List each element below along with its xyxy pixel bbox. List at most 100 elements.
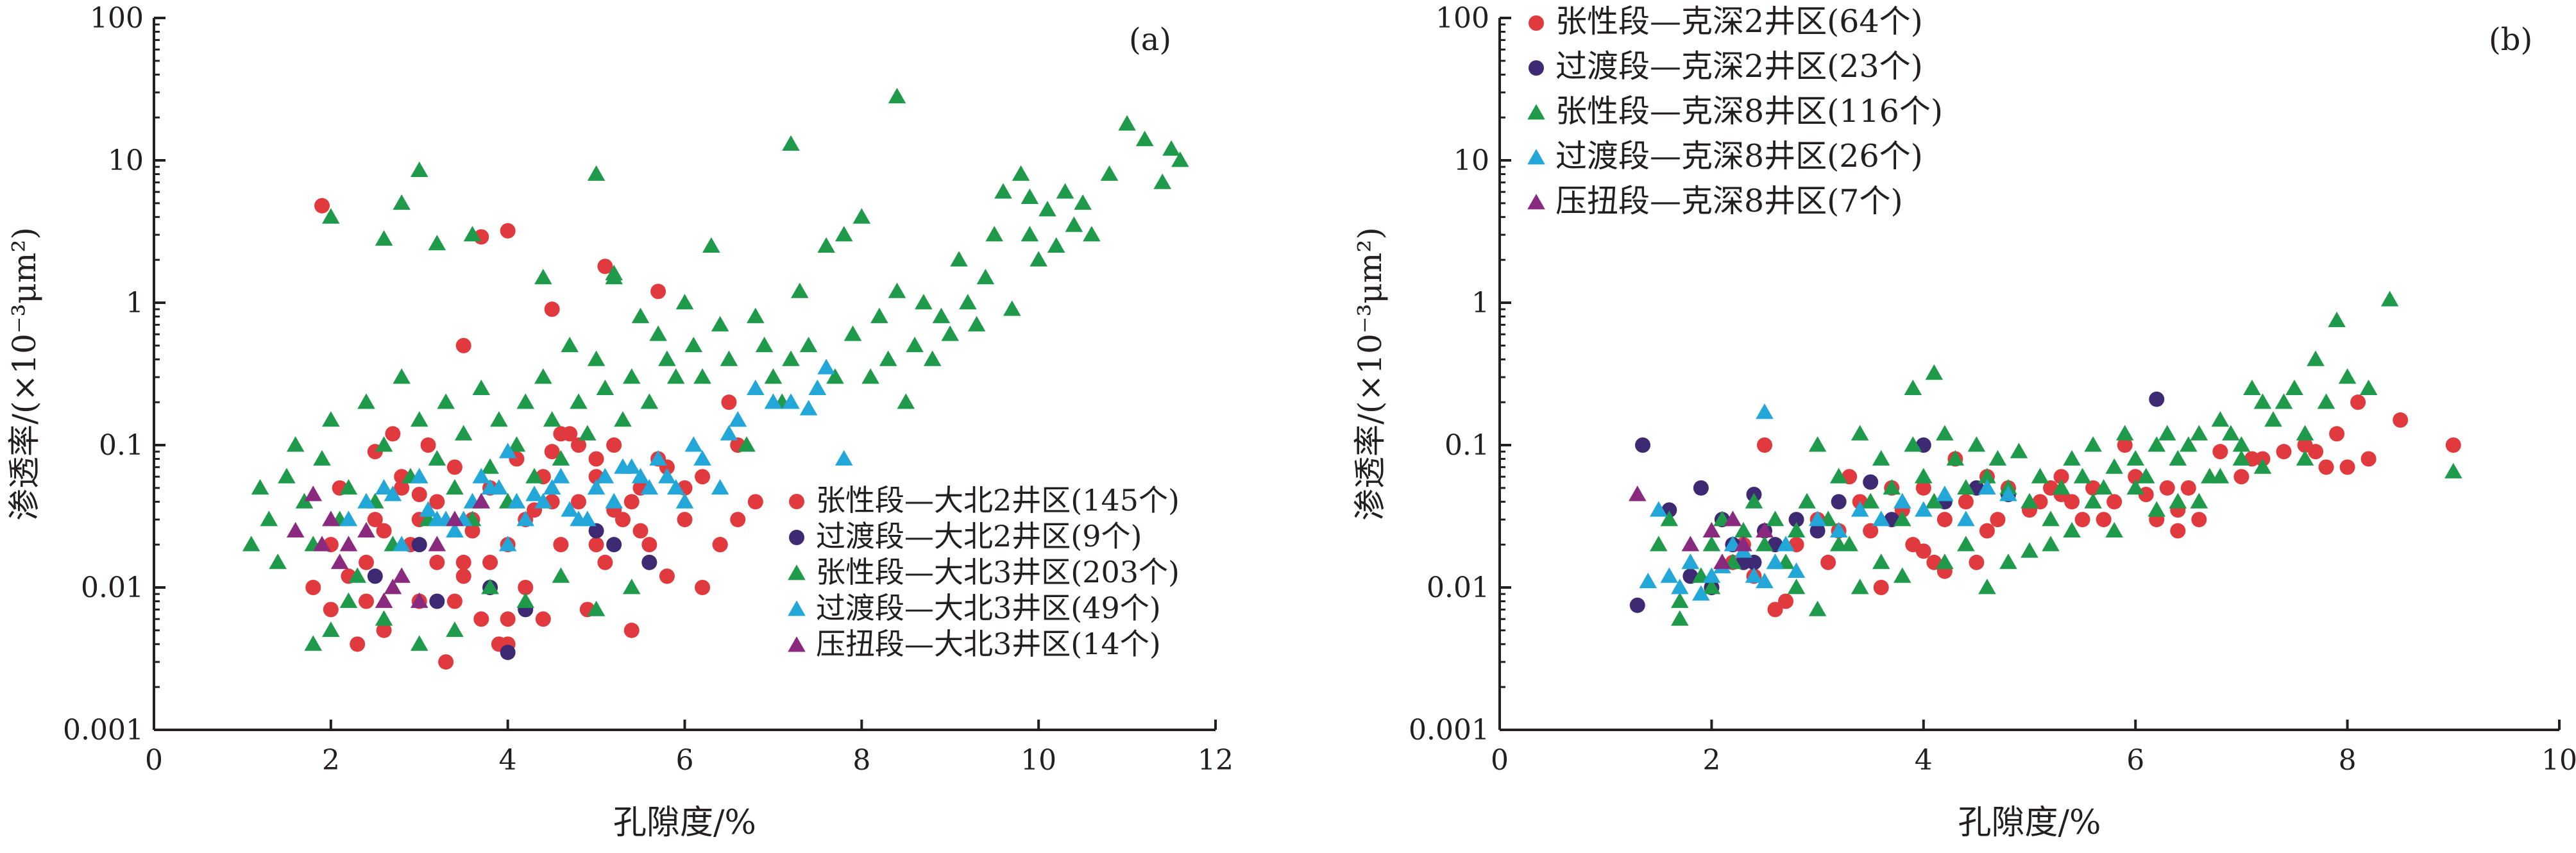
data-point (251, 479, 269, 495)
data-point (375, 436, 393, 452)
data-point (394, 480, 410, 496)
data-point (2170, 523, 2186, 539)
data-point (516, 393, 535, 409)
data-point (675, 493, 694, 509)
data-point (1958, 494, 1974, 510)
data-point (1936, 512, 1953, 528)
data-point (525, 468, 543, 484)
data-point (1702, 521, 1721, 538)
data-point (808, 379, 827, 396)
legend-marker (1527, 104, 1545, 120)
data-point (242, 536, 260, 552)
data-point (393, 194, 411, 210)
data-point (367, 568, 383, 584)
data-point (376, 523, 392, 539)
data-point (375, 230, 393, 246)
data-point (1629, 597, 1645, 613)
data-point (463, 226, 482, 242)
data-point (1872, 450, 1890, 466)
data-point (357, 493, 375, 509)
data-point (641, 554, 657, 570)
data-point (693, 368, 711, 384)
series-4 (339, 359, 853, 552)
data-point (1787, 521, 1806, 538)
data-point (410, 635, 428, 651)
legend-entry: 张性段—大北2井区(145个) (816, 483, 1180, 518)
data-point (640, 393, 659, 409)
data-point (588, 523, 604, 539)
data-point (1756, 403, 1774, 419)
data-point (1851, 425, 1869, 441)
data-point (500, 645, 516, 661)
data-point (1863, 523, 1879, 539)
data-point (411, 537, 427, 553)
legend-entry: 压扭段—大北3井区(14个) (816, 627, 1161, 661)
data-point (552, 450, 570, 466)
data-point (498, 443, 517, 459)
data-point (1734, 536, 1752, 552)
data-point (596, 379, 614, 396)
data-point (2359, 379, 2378, 396)
data-point (1883, 479, 1901, 495)
data-point (764, 393, 783, 409)
data-point (2253, 393, 2272, 409)
data-point (375, 592, 393, 608)
data-point (747, 379, 765, 396)
data-point (410, 592, 428, 608)
x-tick-label: 10 (2541, 744, 2576, 777)
data-point (1671, 579, 1689, 595)
panel-a: 0 2 4 6 8 10 12 0.001 0.01 0.1 1 10 100 孔隙度/% 渗透率/(×10… (6, 2, 1233, 842)
data-point (561, 501, 579, 517)
x-tick-label: 12 (1198, 744, 1233, 777)
data-point (446, 621, 464, 638)
data-point (2253, 458, 2272, 474)
data-point (799, 337, 818, 353)
data-point (1988, 450, 2007, 466)
data-point (597, 554, 613, 570)
data-point (950, 251, 968, 267)
y-tick-label: 0.01 (81, 571, 144, 604)
data-point (472, 379, 491, 396)
data-point (835, 226, 853, 242)
data-point (1745, 567, 1763, 583)
data-point (410, 411, 428, 427)
data-point (552, 567, 570, 583)
data-point (2169, 493, 2187, 509)
data-point (747, 494, 763, 510)
data-point (339, 479, 358, 495)
data-point (755, 337, 774, 353)
data-point (1681, 553, 1700, 570)
data-point (1713, 553, 1731, 570)
data-point (693, 450, 711, 466)
data-point (322, 511, 340, 527)
data-point (658, 468, 676, 484)
data-point (711, 479, 729, 495)
data-point (2031, 468, 2049, 484)
y-tick-label: 0.01 (1427, 571, 1489, 604)
data-point (596, 468, 614, 484)
data-point (1872, 553, 1890, 570)
data-point (587, 479, 606, 495)
data-point (2169, 450, 2187, 466)
data-point (455, 554, 471, 570)
legend-marker (789, 530, 804, 545)
data-point (1003, 300, 1021, 316)
y-tick-label: 100 (90, 2, 144, 35)
panel-label: (b) (2489, 22, 2532, 58)
data-point (1635, 437, 1651, 453)
data-point (313, 536, 331, 552)
data-point (2308, 444, 2324, 460)
data-point (587, 350, 606, 366)
data-point (295, 493, 314, 509)
data-point (1767, 602, 1783, 618)
data-point (641, 537, 657, 553)
data-point (1692, 585, 1710, 601)
data-point (2243, 379, 2261, 396)
data-point (535, 611, 551, 627)
data-point (578, 425, 597, 441)
data-point (870, 307, 888, 323)
data-point (1936, 425, 1954, 441)
x-tick-label: 6 (676, 744, 694, 777)
data-point (1756, 573, 1774, 589)
data-point (446, 511, 464, 527)
